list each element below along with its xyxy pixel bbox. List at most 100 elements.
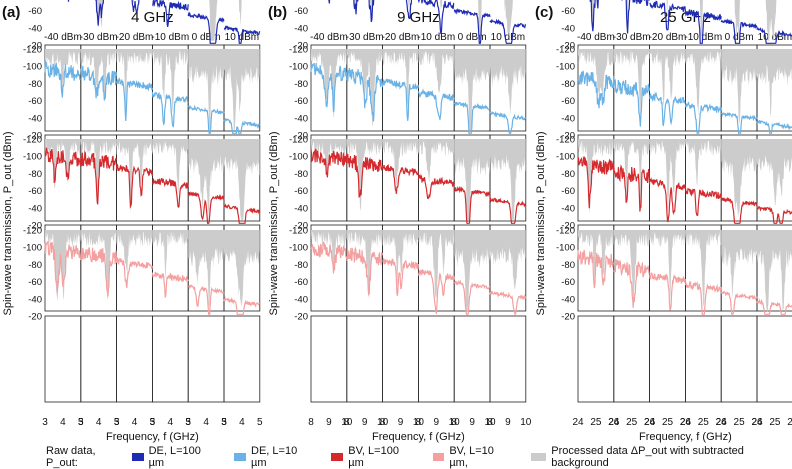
subplot-frame [187,315,225,403]
y-tick-label: -20 [28,131,42,142]
x-tick-label: 9 [362,417,368,428]
processed-data-area [80,139,117,201]
processed-data-area [116,230,153,278]
y-tick-label: -80 [561,169,575,180]
y-tick-label: -60 [294,6,308,17]
subplot-frame [685,315,722,403]
subplot-frame [223,134,261,222]
power-column-label: 0 dBm [458,32,487,43]
processed-data-area [649,139,686,212]
processed-data-area [354,0,373,16]
processed-data-area [757,230,792,312]
processed-data-area [152,139,189,193]
legend-swatch-processed [531,453,547,461]
raw-data-line [649,91,686,127]
processed-data-area [613,49,650,116]
y-tick-label: -40 [294,23,308,34]
x-tick-label: 10 [520,417,532,428]
panel-title: 4 GHz [131,9,174,26]
subplot-frame [649,315,686,403]
processed-data-area [440,0,443,10]
subplot-frame [489,134,527,222]
y-tick-label: -20 [28,312,42,323]
raw-data-line [589,0,599,32]
y-tick-label: -120 [23,226,42,237]
raw-data-line [382,164,419,194]
legend-label-de-100: DE, L=100 µm [148,445,201,469]
x-tick-label: 24 [572,417,584,428]
raw-data-line [577,249,615,289]
processed-data-area [578,230,614,288]
x-tick-label: 24 [716,417,728,428]
x-tick-label: 25 [662,417,674,428]
raw-data-line [151,91,189,128]
subplot-frame [151,315,189,403]
y-tick-label: -80 [561,79,575,90]
x-tick-label: 26 [751,417,763,428]
subplot-frame [756,224,792,312]
processed-data-area [311,230,347,275]
x-tick-label: 26 [608,417,620,428]
raw-data-line [44,147,82,184]
processed-data-area [418,230,455,299]
subplot-frame [382,315,419,403]
raw-data-line [151,0,189,28]
y-tick-label: -120 [289,45,308,56]
y-tick-label: -60 [294,277,308,288]
x-tick-label: 8 [344,417,350,428]
processed-data-area [152,49,189,113]
raw-data-line [684,187,722,217]
processed-data-area [346,139,383,212]
y-tick-label: -40 [561,113,575,124]
processed-data-area [734,0,741,41]
x-tick-label: 3 [78,417,84,428]
legend-swatch-de-100 [131,453,144,461]
x-tick-label: 9 [434,417,440,428]
raw-data-line [187,104,225,134]
power-column-label: 10 dBm [758,32,792,43]
raw-data-line [223,118,261,134]
raw-data-line [684,280,722,315]
raw-data-line [417,88,455,120]
raw-data-line [94,0,104,26]
raw-data-line [577,70,615,109]
power-column-label: -40 dBm [577,32,615,43]
power-column-label: -40 dBm [310,32,348,43]
processed-data-area [454,49,490,131]
y-tick-label: -20 [561,131,575,142]
y-tick-label: -80 [294,169,308,180]
processed-data-area [590,0,598,32]
legend-item-processed: Processed data ΔP_out with subtracted ba… [531,445,766,469]
processed-data-area [649,230,686,300]
processed-data-area [224,230,260,306]
y-tick-label: -80 [294,260,308,271]
raw-data-line [310,148,348,178]
x-tick-label: 25 [769,417,781,428]
x-tick-label: 5 [185,417,191,428]
raw-data-line [80,247,118,297]
y-tick-label: -80 [28,169,42,180]
x-tick-label: 9 [398,417,404,428]
x-tick-label: 8 [416,417,422,428]
processed-data-area [238,0,242,28]
panel-label: (a) [2,4,20,21]
subplot-frame [756,134,792,222]
x-tick-label: 10 [449,417,461,428]
processed-data-area [478,0,482,41]
processed-data-area [418,139,455,183]
processed-data-area [116,139,153,214]
subplot-frame [489,44,527,132]
power-column-label: -10 dBm [417,32,455,43]
y-tick-label: -60 [294,186,308,197]
raw-data-line [44,240,82,293]
y-tick-label: -40 [28,203,42,214]
legend-swatch-bv-10 [432,453,445,461]
y-tick-label: -20 [28,221,42,232]
processed-data-area [699,0,703,41]
processed-data-area [613,139,650,206]
raw-data-line [223,25,261,44]
processed-data-area [504,0,515,38]
processed-data-area [188,139,224,221]
subplot-frame [310,315,348,403]
raw-data-line [649,177,686,223]
